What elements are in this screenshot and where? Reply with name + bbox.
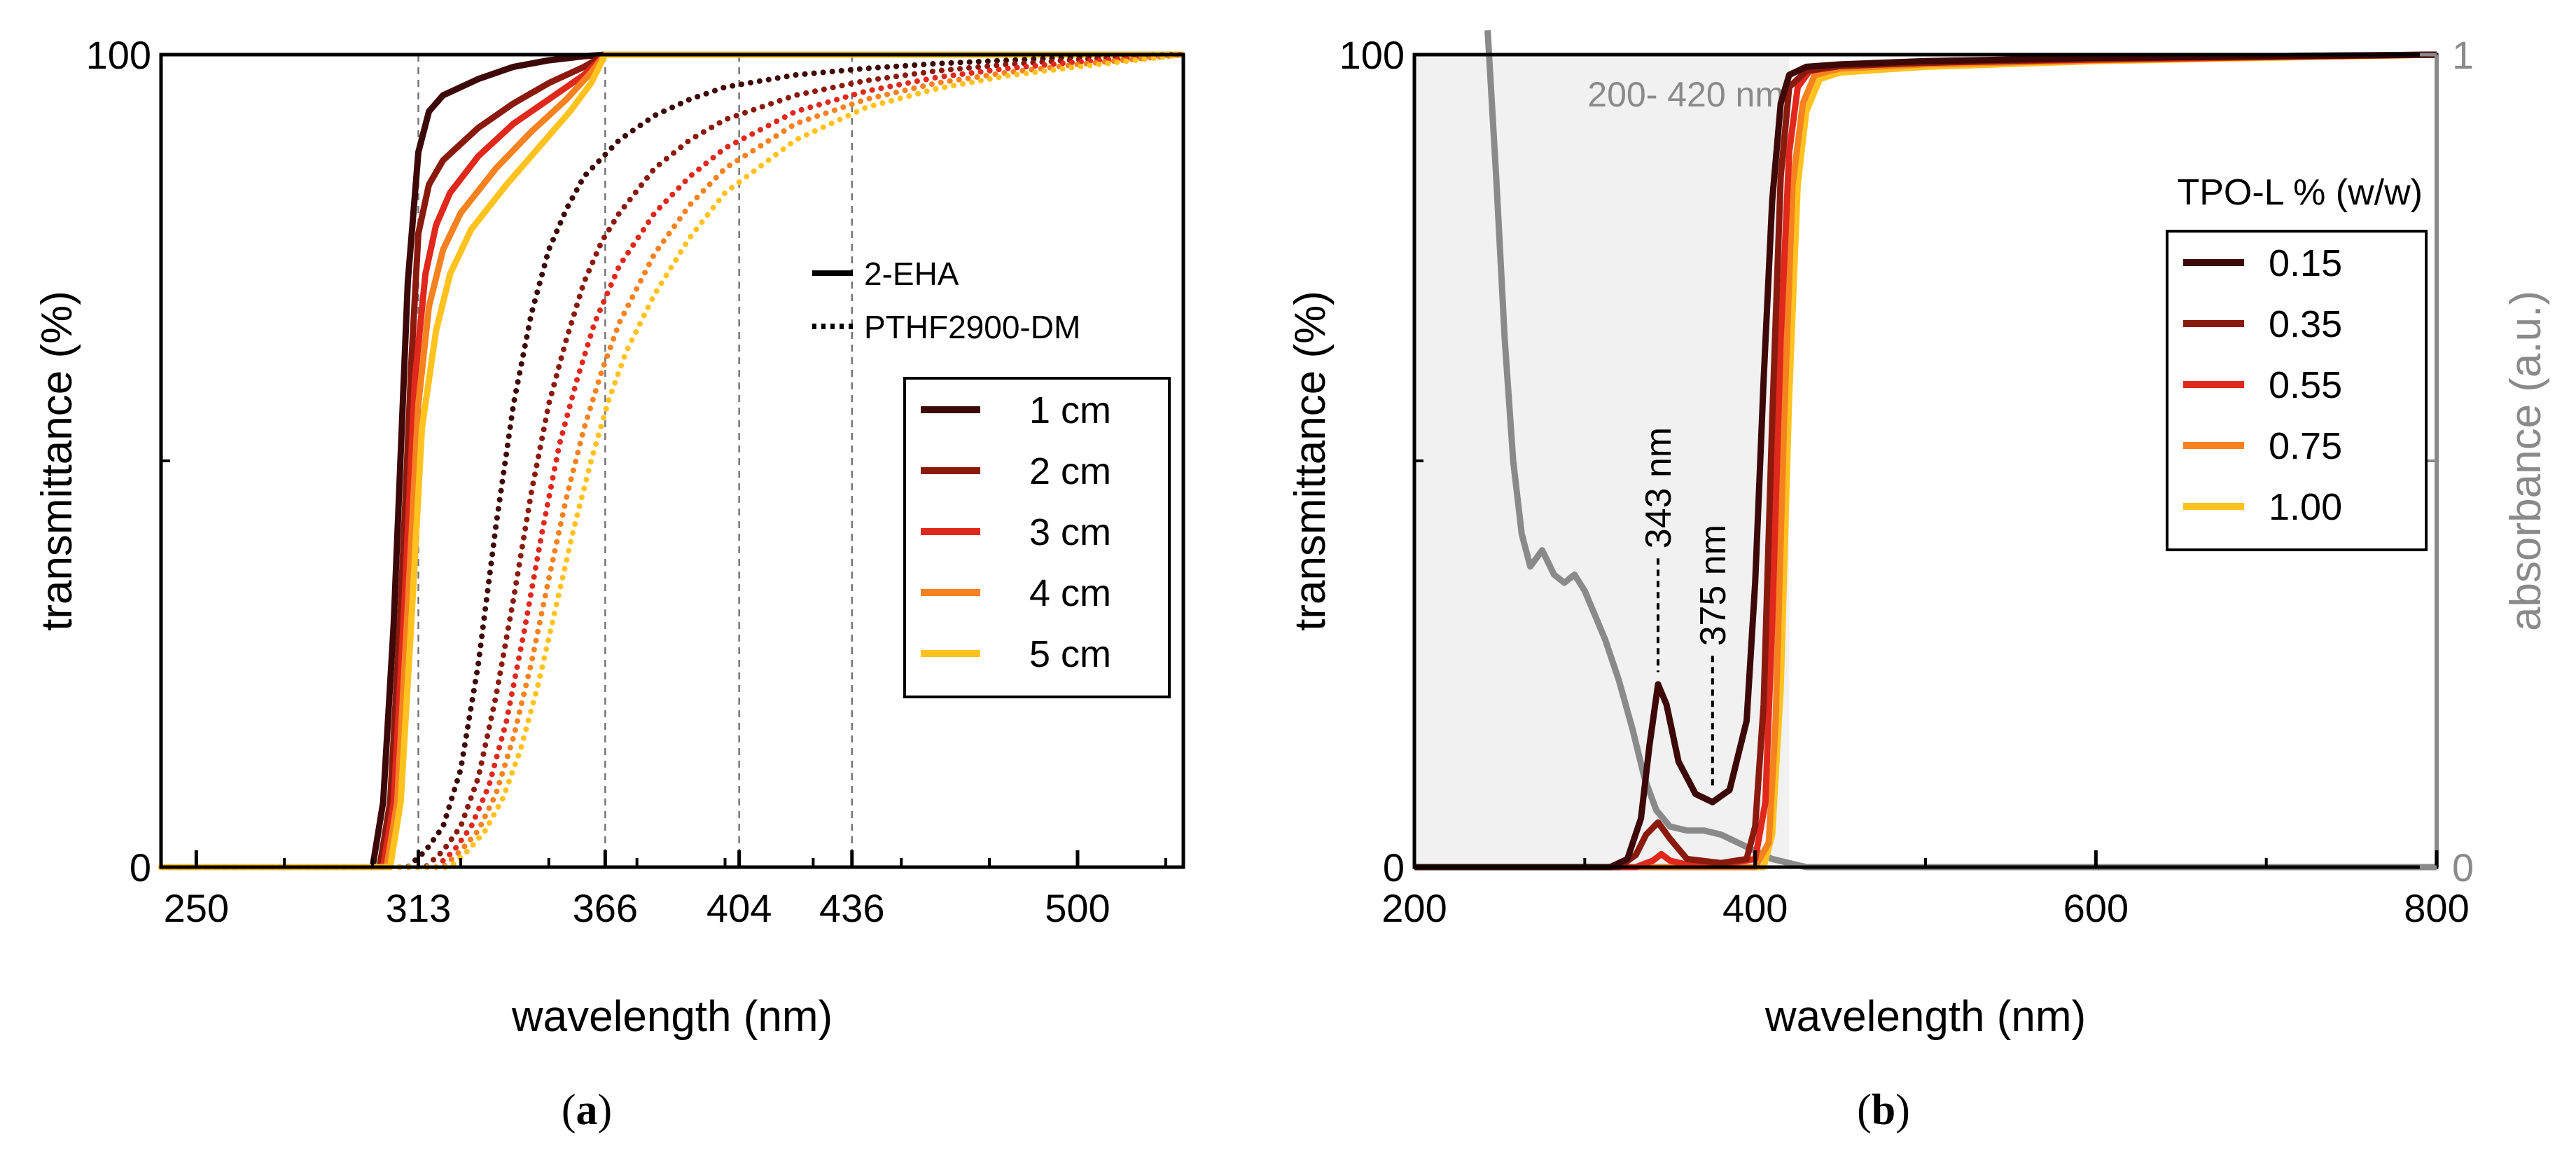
x-tick-label: 800 xyxy=(2404,886,2469,930)
legend-pthf2900-dm-label: PTHF2900-DM xyxy=(864,309,1080,345)
y-tick-label: 0 xyxy=(130,845,151,890)
panel-a-x-ticks: 250 313 366 404 436 500 xyxy=(164,850,1167,930)
panel-b-shaded-region xyxy=(1414,55,1790,867)
panel-a-x-axis-label: wavelength (nm) xyxy=(511,992,833,1041)
series-3-cm-2-eha-line xyxy=(161,51,1183,871)
x-tick-label: 200 xyxy=(1381,886,1447,930)
panel-b-legend-title: TPO-L % (w/w) xyxy=(2177,172,2423,213)
y2-tick-label: 0 xyxy=(2452,845,2474,890)
panel-a-legend: 1 cm 2 cm 3 cm 4 cm 5 cm xyxy=(903,377,1171,698)
legend-entry-label: 2 cm xyxy=(1029,450,1111,492)
x-tick-label: 366 xyxy=(573,886,638,930)
x-tick-label: 600 xyxy=(2063,886,2129,930)
annotation-label: 343 nm xyxy=(1638,427,1679,548)
x-tick-label: 250 xyxy=(164,886,229,930)
legend-entry-label: 0.75 xyxy=(2269,425,2342,467)
panel-b-label-letter: b xyxy=(1872,1086,1895,1134)
panel-b-x-axis-label: wavelength (nm) xyxy=(1764,992,2086,1041)
panel-b-annotations: 343 nm 375 nm xyxy=(1638,427,1734,786)
panel-a-legend-box xyxy=(903,377,1171,698)
panel-b-y-ticks: 0 100 xyxy=(1339,33,1431,890)
panel-b-x-ticks: 200 400 600 800 xyxy=(1381,850,2470,930)
legend-entry-label: 0.55 xyxy=(2269,364,2342,406)
legend-2-eha-label: 2-EHA xyxy=(864,256,959,292)
legend-entry-label: 1.00 xyxy=(2269,486,2342,528)
legend-entry-label: 4 cm xyxy=(1029,572,1111,614)
panel-a-y-ticks: 0 100 xyxy=(86,33,178,890)
x-tick-label: 500 xyxy=(1045,886,1110,930)
panel-b-series xyxy=(1414,29,2437,871)
series-2-cm-2-eha-line xyxy=(161,51,1183,871)
annotation-label: 375 nm xyxy=(1693,525,1734,646)
panel-b-shaded-region-label: 200- 420 nm xyxy=(1587,75,1784,114)
series-2-cm-pthf2900-dm-line xyxy=(158,52,1186,870)
panel-b-legend: TPO-L % (w/w) 0.15 0.35 0.55 0.75 1.00 xyxy=(2166,172,2428,551)
series-0.15-line xyxy=(1414,51,2437,871)
series-5-cm-pthf2900-dm-line xyxy=(158,52,1186,870)
panel-a-style-legend: 2-EHA PTHF2900-DM xyxy=(812,256,1080,345)
x-tick-label: 436 xyxy=(819,886,884,930)
panel-a-y-axis-label: transmittance (%) xyxy=(33,291,81,631)
panel-b-legend-box xyxy=(2166,230,2428,551)
y2-tick-label: 1 xyxy=(2452,33,2474,77)
legend-entry-label: 1 cm xyxy=(1029,389,1111,431)
y-tick-label: 0 xyxy=(1383,845,1405,890)
series-5-cm-2-eha-line xyxy=(161,51,1183,871)
x-tick-label: 313 xyxy=(386,886,451,930)
y-tick-label: 100 xyxy=(86,33,151,77)
panel-b-y2-ticks: 01 xyxy=(2420,33,2474,890)
series-1-cm-pthf2900-dm-line xyxy=(158,52,1186,870)
panel-b-y2-axis-label: absorbance (a.u.) xyxy=(2502,291,2550,631)
legend-entry-label: 0.15 xyxy=(2269,242,2342,284)
panel-a-label-letter: a xyxy=(576,1086,598,1134)
series-4-cm-pthf2900-dm-line xyxy=(158,52,1186,870)
y-tick-label: 100 xyxy=(1339,33,1405,77)
x-tick-label: 400 xyxy=(1722,886,1788,930)
panel-a-series xyxy=(158,51,1186,871)
panel-b-label: (b) xyxy=(1857,1086,1910,1134)
legend-entry-label: 3 cm xyxy=(1029,511,1111,553)
legend-entry-label: 0.35 xyxy=(2269,303,2342,345)
panel-b-y-axis-label: transmittance (%) xyxy=(1286,291,1335,631)
x-tick-label: 404 xyxy=(706,886,772,930)
series-4-cm-2-eha-line xyxy=(161,51,1183,871)
panel-a-label: (a) xyxy=(562,1086,612,1134)
legend-entry-label: 5 cm xyxy=(1029,633,1111,675)
series-1-cm-2-eha-line xyxy=(161,51,1183,871)
